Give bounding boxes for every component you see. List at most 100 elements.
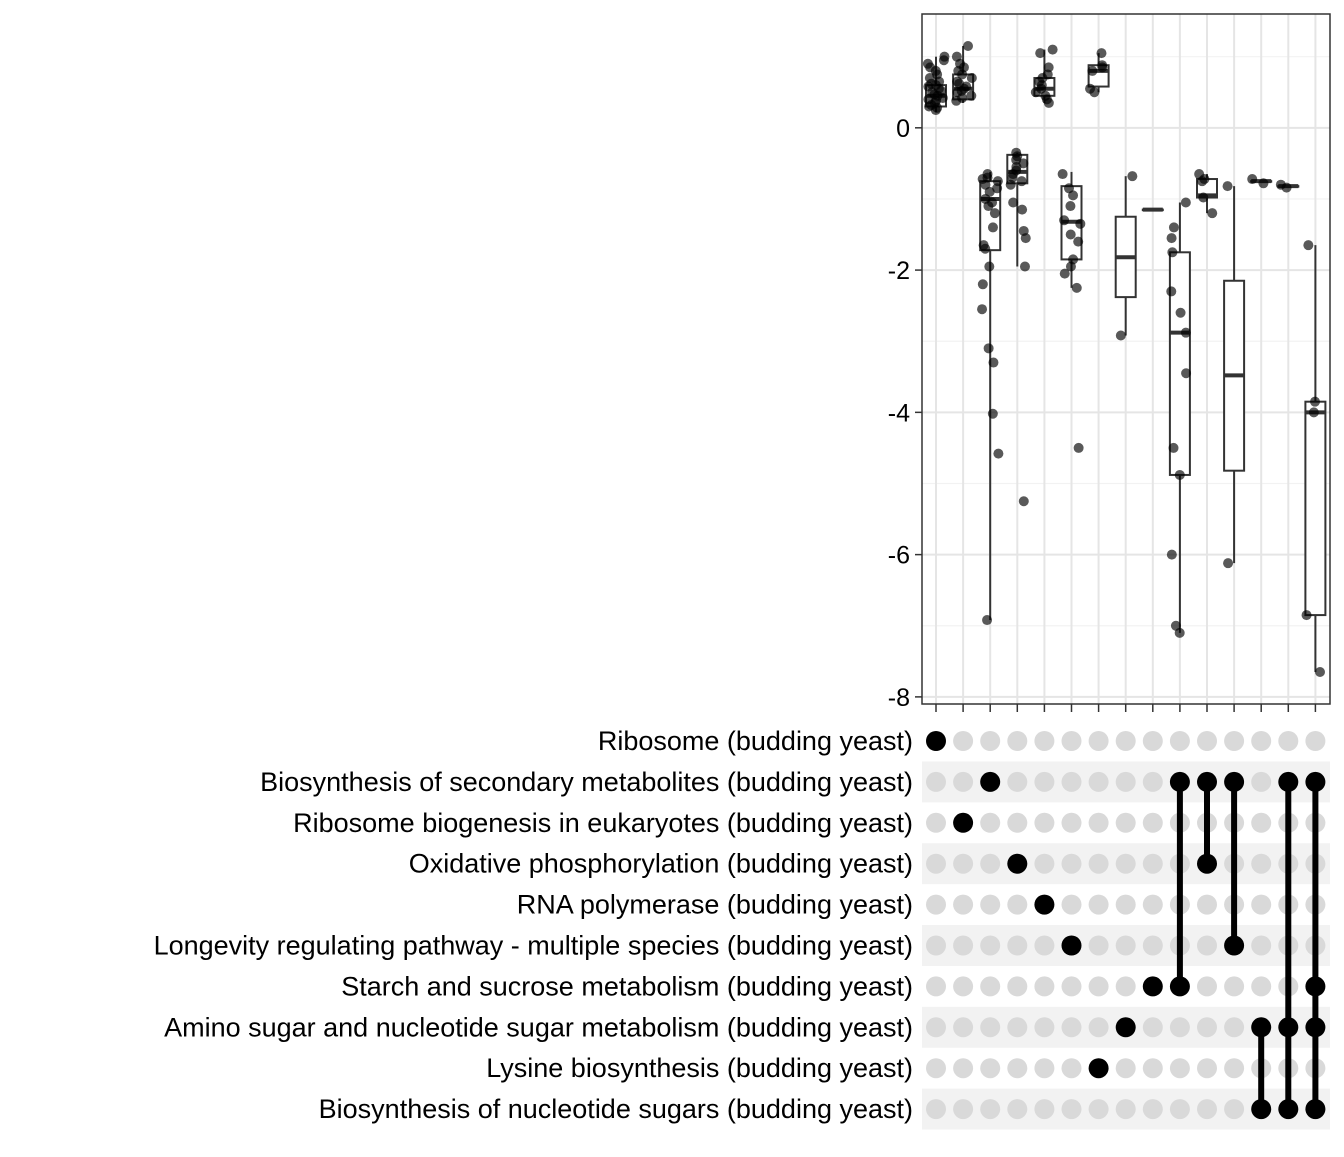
matrix-dot-active <box>1305 1099 1326 1120</box>
matrix-dot-active <box>1251 1017 1272 1038</box>
data-point <box>1008 197 1019 208</box>
matrix-dot-inactive <box>1061 853 1082 874</box>
y-tick-label: -4 <box>888 399 910 427</box>
matrix-dot-inactive <box>980 731 1001 751</box>
matrix-dot-inactive <box>1007 894 1028 915</box>
matrix-dot-inactive <box>1007 935 1028 956</box>
data-point <box>1068 190 1079 201</box>
matrix-dot-inactive <box>1197 1099 1217 1120</box>
matrix-dot-inactive <box>1034 731 1055 751</box>
matrix-dot-inactive <box>926 935 946 956</box>
data-point <box>1097 60 1108 71</box>
data-point <box>1281 182 1292 193</box>
matrix-dot-inactive <box>1197 1058 1217 1079</box>
matrix-dot-inactive <box>1197 1017 1217 1038</box>
matrix-dot-inactive <box>926 812 946 833</box>
y-tick-label: -6 <box>888 542 910 570</box>
data-point <box>1301 610 1312 621</box>
matrix-dot-inactive <box>980 1058 1001 1079</box>
data-point <box>1247 174 1258 185</box>
matrix-dot-inactive <box>1251 812 1272 833</box>
data-point <box>1047 44 1058 55</box>
data-point <box>989 208 1000 219</box>
matrix-dot-inactive <box>1224 976 1245 997</box>
data-point <box>1180 197 1191 208</box>
data-point <box>1075 218 1086 229</box>
set-label: RNA polymerase (budding yeast) <box>517 890 913 920</box>
data-point <box>1115 330 1126 341</box>
data-point <box>1073 442 1084 453</box>
matrix-dot-active <box>926 731 946 751</box>
data-point <box>1167 247 1178 258</box>
matrix-dot-inactive <box>1142 812 1163 833</box>
data-point <box>951 51 962 62</box>
data-point <box>1207 208 1218 219</box>
matrix-dot-inactive <box>926 976 946 997</box>
matrix-dot-inactive <box>1115 771 1136 792</box>
set-label: Starch and sucrose metabolism (budding y… <box>341 971 913 1001</box>
matrix-dot-inactive <box>1034 771 1055 792</box>
matrix-dot-active <box>953 812 974 833</box>
matrix-dot-inactive <box>1061 1099 1082 1120</box>
matrix-dot-inactive <box>1142 853 1163 874</box>
data-point <box>993 448 1004 459</box>
data-point <box>1017 204 1028 215</box>
matrix-dot-inactive <box>1224 731 1245 751</box>
data-point <box>1043 62 1054 73</box>
matrix-dot-inactive <box>953 1058 974 1079</box>
matrix-dot-inactive <box>1142 1058 1163 1079</box>
matrix-dot-inactive <box>1007 812 1028 833</box>
data-point <box>1059 215 1070 226</box>
boxplot-grid <box>922 14 1330 704</box>
matrix-dot-inactive <box>1061 1017 1082 1038</box>
data-point <box>1310 396 1321 407</box>
data-point <box>1198 192 1209 203</box>
matrix-dot-inactive <box>1088 771 1109 792</box>
matrix-dot-inactive <box>1034 1058 1055 1079</box>
matrix-dot-inactive <box>1115 1099 1136 1120</box>
matrix-dot-inactive <box>1224 1099 1245 1120</box>
matrix-dot-active <box>1278 1017 1299 1038</box>
matrix-dot-inactive <box>1061 812 1082 833</box>
matrix-dot-inactive <box>1034 812 1055 833</box>
matrix-dot-active <box>1169 976 1190 997</box>
intersection-matrix <box>922 731 1330 1130</box>
matrix-dot-active <box>1088 1058 1109 1079</box>
matrix-dot-inactive <box>1007 771 1028 792</box>
data-point <box>1174 627 1185 638</box>
data-point <box>988 357 999 368</box>
matrix-dot-active <box>1115 1017 1136 1038</box>
data-point <box>1315 666 1326 677</box>
data-point <box>987 222 998 233</box>
matrix-dot-inactive <box>1251 935 1272 956</box>
matrix-dot-inactive <box>1007 731 1028 751</box>
y-axis: 0 -2 -4 -6 -8 <box>888 13 1331 712</box>
matrix-dot-inactive <box>1115 935 1136 956</box>
matrix-dot-inactive <box>953 771 974 792</box>
matrix-dot-inactive <box>980 1099 1001 1120</box>
data-point <box>1166 233 1177 244</box>
matrix-dot-inactive <box>953 976 974 997</box>
matrix-dot-inactive <box>1061 1058 1082 1079</box>
set-labels: Ribosome (budding yeast) Biosynthesis of … <box>154 726 913 1124</box>
data-point <box>1065 229 1076 240</box>
matrix-dot-inactive <box>926 1058 946 1079</box>
boxplot-points <box>922 41 1326 677</box>
matrix-dot-inactive <box>980 853 1001 874</box>
matrix-dot-inactive <box>980 812 1001 833</box>
matrix-dot-active <box>1278 1099 1299 1120</box>
matrix-dot-inactive <box>980 976 1001 997</box>
data-point <box>966 73 977 84</box>
data-point <box>1085 83 1096 94</box>
data-point <box>1168 442 1179 453</box>
data-point <box>922 58 933 69</box>
matrix-dot-inactive <box>1061 771 1082 792</box>
data-point <box>1168 222 1179 233</box>
data-point <box>1073 236 1084 247</box>
data-point <box>939 51 950 62</box>
set-label: Amino sugar and nucleotide sugar metabol… <box>164 1012 913 1042</box>
data-point <box>1057 169 1068 180</box>
matrix-dot-active <box>1169 771 1190 792</box>
matrix-dot-inactive <box>1251 894 1272 915</box>
